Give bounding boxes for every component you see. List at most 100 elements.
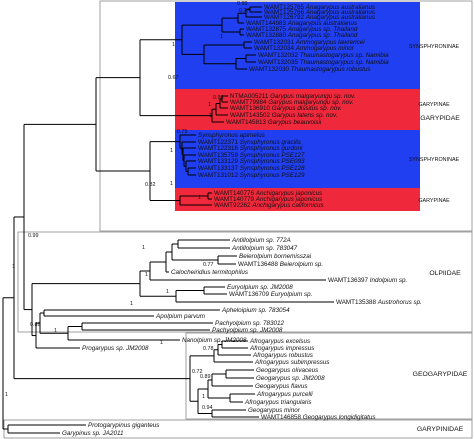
support-value: 1 — [209, 113, 212, 119]
tip-label: WAMT92262 Anchigarypus californicus — [214, 202, 325, 209]
taxon-name: Thaumastogarypus robustus — [291, 66, 372, 73]
support-value: 1 — [220, 34, 223, 40]
support-value: 1 — [170, 181, 173, 187]
specimen-id: WAMT92262 — [214, 202, 252, 209]
specimen-id: WAMT131012 — [198, 172, 240, 179]
specimen-id: WAMT132034 — [254, 45, 296, 52]
taxon-name: Indolpium sp. — [370, 277, 407, 284]
taxon-name: Apolpium parvum — [155, 313, 205, 320]
specimen-id: WAMT133129 — [198, 158, 240, 165]
specimen-id: WAMT132032 — [258, 52, 300, 59]
tip-label: Afrogarypus robustus — [252, 352, 314, 359]
specimen-id: WAMT140779 — [214, 196, 256, 203]
specimen-id: WAMT135388 — [336, 299, 378, 306]
taxon-name: Geogarypus olivaceus — [256, 367, 319, 374]
tip-label: WAMT122316 Synsphyronus gurdoni — [198, 145, 303, 152]
taxon-name: Synsphyronus PSE128 — [240, 165, 305, 172]
support-value: 1 — [208, 102, 211, 108]
taxon-name: Protogarypinus giganteus — [88, 422, 160, 429]
specimen-id: WAMT145813 — [226, 119, 268, 126]
taxon-name: Anagarypus australianus — [305, 9, 376, 16]
taxon-name: Synsphyronus gracilis — [240, 139, 302, 146]
subfamily-label-4: GARYPINAE — [418, 198, 450, 204]
specimen-id: WAMT126792 — [264, 14, 306, 21]
subfamily-label-1: SYNSPHYRONINAE — [409, 44, 460, 50]
tip-label: Calocheiridius termitophilus — [171, 269, 249, 276]
taxon-name: Anagarypus australianus — [305, 14, 376, 21]
support-value: 0.82 — [145, 182, 156, 188]
taxon-name: Garypus beauvoisii — [268, 119, 322, 126]
taxon-name: Afrogarypus subimpressus — [254, 359, 330, 366]
specimen-id: WAMT136397 — [328, 277, 370, 284]
taxon-name: Ammogarypus minor — [295, 45, 355, 52]
specimen-id: WAMT132035 — [258, 59, 300, 66]
taxon-name: Anagarypus australianus — [305, 4, 376, 11]
tip-label: WAMT132875 Anagarypus sp. Thailand — [246, 26, 358, 33]
taxon-name: Synsphyronus PSE127 — [240, 152, 305, 159]
taxon-name: Afrogarypus robustus — [252, 352, 314, 359]
tip-label: Protogarypinus giganteus — [88, 422, 160, 429]
specimen-id: WAMT132030 — [249, 66, 291, 73]
specimen-id: WAMT133137 — [198, 165, 240, 172]
taxon-name: Garypinus sp. JA2011 — [62, 430, 124, 437]
tip-label: WAMT132032 Thaumastogarypus sp. Namibia — [258, 52, 389, 59]
family-label-garypinidae: GARYPINIDAE — [417, 426, 464, 433]
taxon-name: Afrogarypus impressus — [249, 345, 315, 352]
subfamily-label-2: GARYPINAE — [418, 102, 450, 108]
taxon-name: Ammogarypus lawrencei — [295, 39, 366, 46]
tip-label: WAMT131012 Synsphyronus PSE129 — [198, 172, 305, 179]
specimen-id: WAMT144983 — [246, 20, 288, 27]
specimen-id: WAMT135759 — [198, 152, 240, 159]
taxon-name: Thaumastogarypus sp. Namibia — [300, 59, 389, 66]
support-value: 0.75 — [177, 129, 188, 135]
tip-label: Progarypus sp. JM2008 — [82, 345, 149, 352]
synsphyroninae-box-2 — [175, 130, 420, 188]
tip-label: Garypinus sp. JA2011 — [62, 430, 124, 437]
tip-label: Pachyolpium sp. JM2008 — [212, 327, 283, 334]
support-value: 0.77 — [203, 262, 214, 268]
taxon-name: Euryolpium sp. JM2008 — [227, 284, 293, 291]
tip-label: WAMT135759 Synsphyronus PSE127 — [198, 152, 305, 159]
tip-label: WAMT133137 Synsphyronus PSE128 — [198, 165, 305, 172]
taxon-name: Anagarypus sp. Thailand — [287, 26, 358, 33]
tip-label: Geogarypus minor — [248, 407, 301, 414]
taxon-name: Euryolpium sp. — [271, 291, 313, 298]
tip-label: Geogarypus olivaceus — [256, 367, 319, 374]
specimen-id: WAMT136709 — [229, 291, 271, 298]
specimen-id: WAMT136910 — [230, 105, 272, 112]
taxon-name: Afrogarypus triangularis — [244, 399, 312, 406]
specimen-id: WAMT122371 — [198, 139, 240, 146]
tip-label: Synsphyronus apimelus — [198, 132, 266, 139]
taxon-name: Garypus malgaryungu sp. nov. — [270, 93, 355, 100]
taxon-name: Beierolpium bornemisszai — [239, 253, 312, 260]
tip-label: Nanolpium sp. JM2008 — [182, 337, 247, 344]
tip-label: WAMT132031 Ammogarypus lawrencei — [254, 39, 365, 46]
specimen-id: WAMT79984 — [230, 99, 268, 106]
tip-label: WAMT143502 Garypus latens sp. nov. — [230, 112, 337, 119]
support-value: 0.99 — [28, 233, 39, 239]
taxon-name: Beierolpium sp. — [280, 261, 323, 268]
tip-label: WAMT132034 Ammogarypus minor — [254, 45, 355, 52]
support-value: 1 — [170, 148, 173, 154]
taxon-name: Progarypus sp. JM2008 — [82, 345, 149, 352]
specimen-id: WAMT140776 — [214, 190, 256, 197]
support-value: 0.89 — [30, 322, 41, 328]
tip-label: Afrogarypus purcelli — [256, 391, 313, 398]
specimen-id: WAMT132031 — [254, 39, 296, 46]
tip-label: Antillolpium sp. 772A — [231, 237, 291, 244]
support-value: 0.77 — [239, 8, 250, 14]
taxon-name: Apheloipium sp. 783054 — [221, 307, 290, 314]
support-value: 0.72 — [192, 369, 203, 375]
tip-label: WAMT146858 Geogarypus longidigitatus — [261, 414, 376, 421]
tip-label: WAMT132035 Thaumastogarypus sp. Namibia — [258, 59, 389, 66]
support-value: 1 — [236, 17, 239, 23]
taxon-name: Pachyolpium sp. JM2008 — [212, 327, 283, 334]
taxon-name: Afrogarypus purcelli — [256, 391, 313, 398]
support-value: 0.67 — [168, 75, 179, 81]
tip-label: WAMT136488 Beierolpium sp. — [238, 261, 323, 268]
taxon-name: Synsphyronus PSE129 — [240, 172, 305, 179]
specimen-id: WAMT122316 — [198, 145, 240, 152]
support-value: 0.94 — [202, 405, 213, 411]
family-label-geogarypidae: GEOGARYPIDAE — [413, 371, 468, 378]
